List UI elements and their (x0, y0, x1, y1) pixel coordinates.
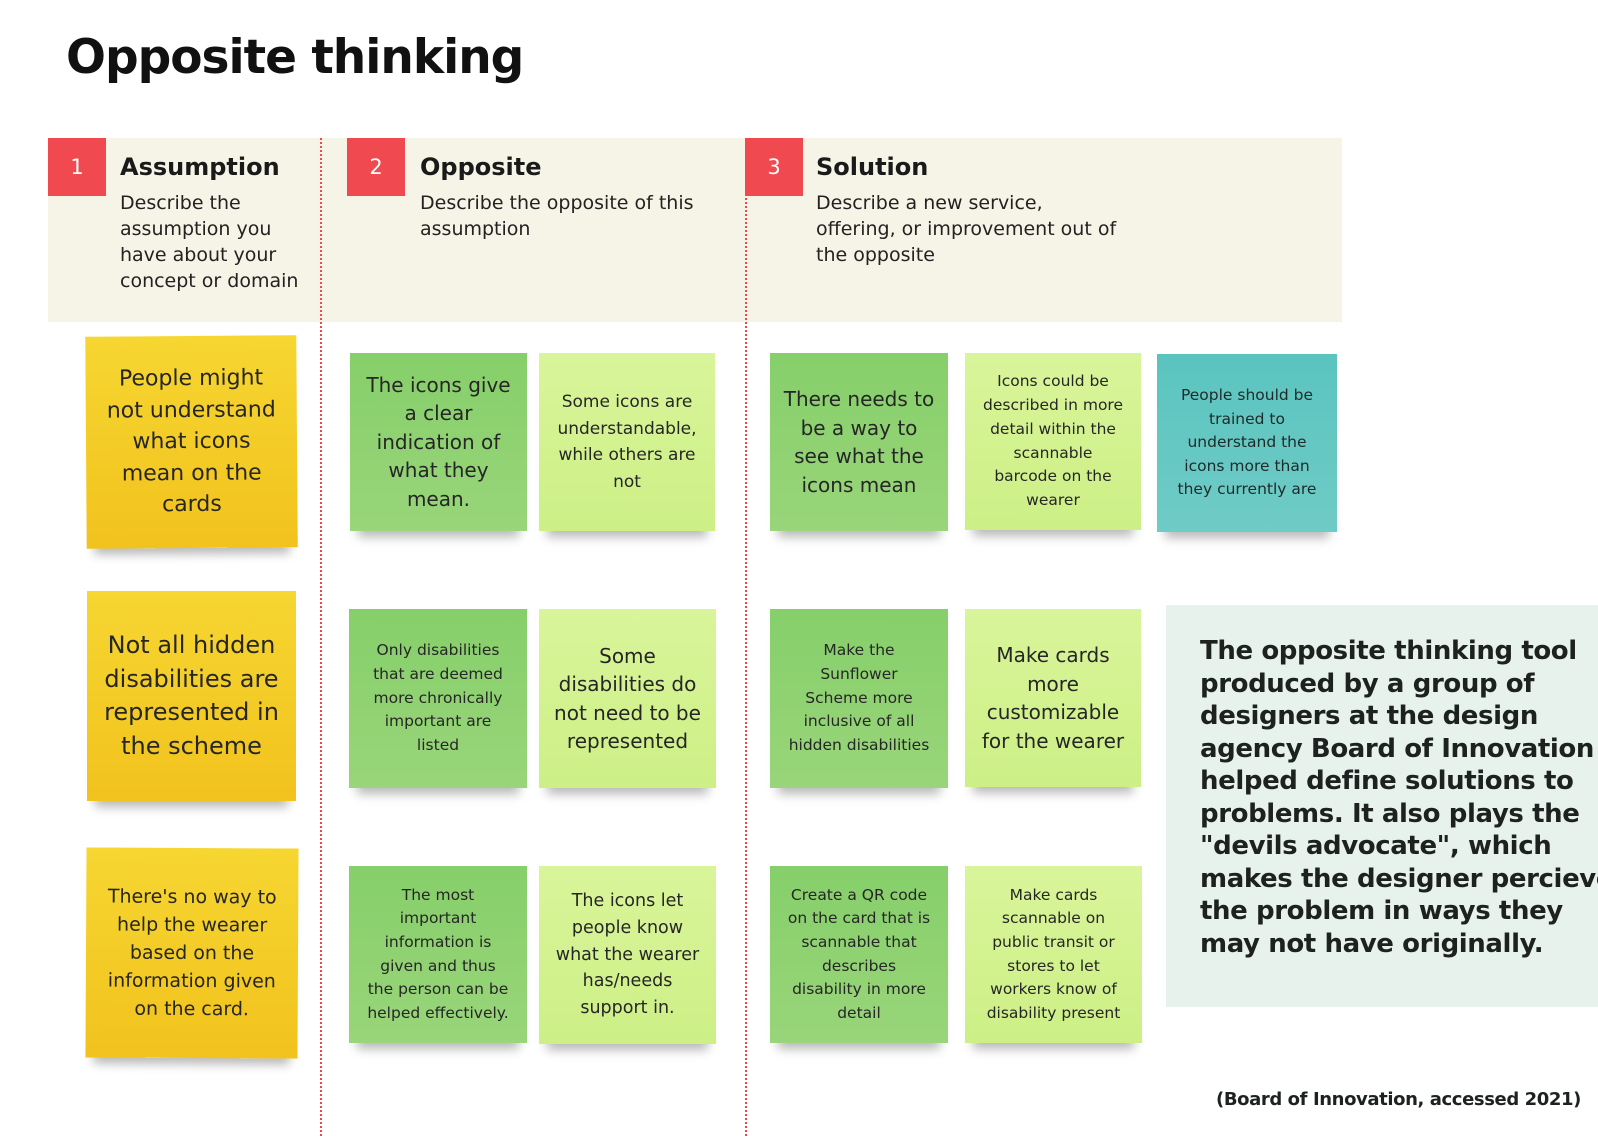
sticky-note-solution[interactable]: There needs to be a way to see what the … (770, 353, 948, 531)
column-header-band (48, 138, 1342, 322)
sticky-note-opposite[interactable]: The icons give a clear indication of wha… (350, 353, 527, 531)
sticky-note-opposite[interactable]: The most important information is given … (349, 866, 527, 1043)
column-divider (320, 138, 322, 1136)
step-number-badge: 2 (347, 138, 405, 196)
column-description-solution: Describe a new service, offering, or imp… (816, 192, 1117, 266)
column-divider (745, 138, 747, 1136)
sticky-note-opposite[interactable]: Some disabilities do not need to be repr… (539, 609, 716, 788)
sticky-note-opposite[interactable]: Some icons are understandable, while oth… (539, 353, 715, 531)
step-number-badge: 1 (48, 138, 106, 196)
sticky-note-solution[interactable]: Create a QR code on the card that is sca… (770, 866, 948, 1043)
sticky-note-solution[interactable]: Make the Sunflower Scheme more inclusive… (770, 609, 948, 788)
column-description-assumption: Describe the assumption you have about y… (120, 192, 299, 292)
column-description-opposite: Describe the opposite of this assumption (420, 192, 694, 240)
sticky-note-solution[interactable]: Icons could be described in more detail … (965, 353, 1141, 530)
column-title-solution: Solution (816, 153, 929, 181)
sticky-note-assumption[interactable]: There's no way to help the wearer based … (85, 847, 299, 1059)
sticky-note-opposite[interactable]: The icons let people know what the weare… (539, 866, 716, 1044)
sticky-note-solution[interactable]: Make cards scannable on public transit o… (965, 866, 1142, 1043)
sticky-note-solution[interactable]: Make cards more customizable for the wea… (965, 609, 1141, 787)
sticky-note-solution[interactable]: People should be trained to understand t… (1157, 354, 1337, 532)
sticky-note-assumption[interactable]: Not all hidden disabilities are represen… (87, 591, 296, 801)
column-title-opposite: Opposite (420, 153, 542, 181)
step-number-badge: 3 (745, 138, 803, 196)
sticky-note-assumption[interactable]: People might not understand what icons m… (85, 335, 298, 549)
page-title: Opposite thinking (66, 30, 524, 85)
source-citation: (Board of Innovation, accessed 2021) (1216, 1089, 1581, 1110)
sticky-note-opposite[interactable]: Only disabilities that are deemed more c… (349, 609, 527, 788)
column-title-assumption: Assumption (120, 153, 280, 181)
explanation-callout: The opposite thinking tool produced by a… (1166, 605, 1598, 1007)
